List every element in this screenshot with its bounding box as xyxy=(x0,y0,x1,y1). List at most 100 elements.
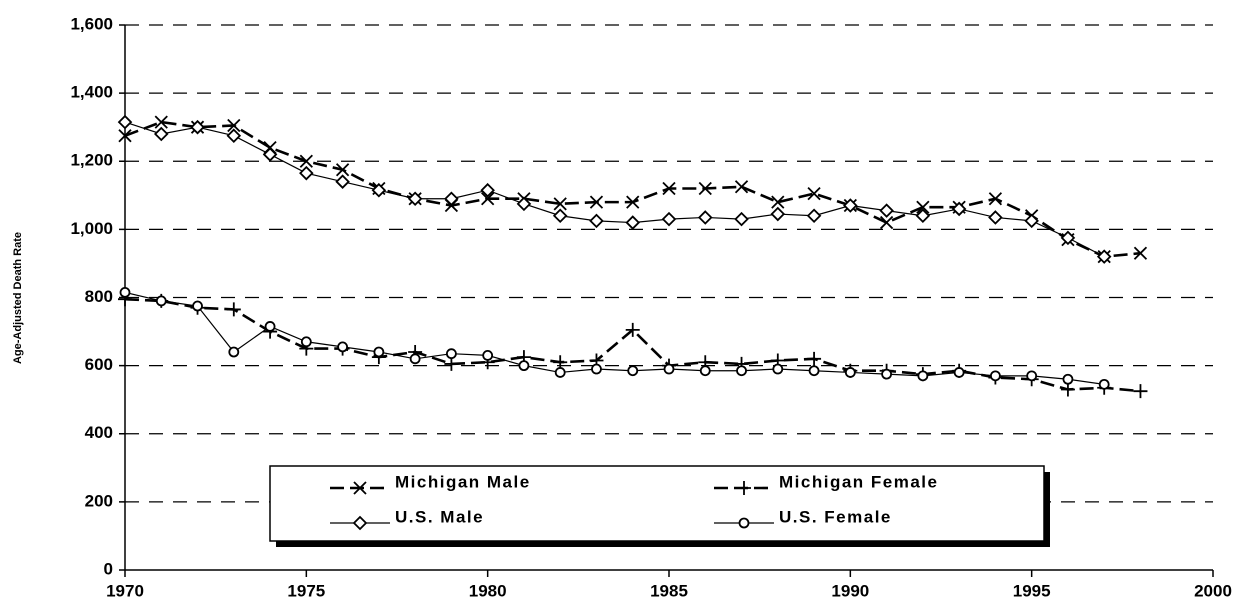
marker xyxy=(1098,378,1110,390)
marker xyxy=(516,196,532,212)
marker xyxy=(625,215,641,230)
marker xyxy=(772,363,784,375)
marker xyxy=(625,322,640,337)
marker xyxy=(738,517,750,529)
marker xyxy=(117,114,133,130)
marker xyxy=(808,365,820,377)
marker xyxy=(335,163,350,177)
marker xyxy=(335,174,350,189)
marker xyxy=(807,351,822,366)
marker xyxy=(264,321,276,332)
y-tick-label: 0 xyxy=(104,559,113,578)
marker xyxy=(192,300,203,312)
marker xyxy=(480,182,495,198)
marker xyxy=(589,195,604,209)
marker xyxy=(951,201,967,217)
marker xyxy=(445,348,457,360)
marker xyxy=(409,353,421,365)
y-tick-label: 1,400 xyxy=(70,83,113,102)
marker xyxy=(444,191,459,206)
marker xyxy=(1096,249,1112,264)
marker xyxy=(807,186,821,201)
marker xyxy=(626,195,640,209)
marker xyxy=(627,365,639,377)
marker xyxy=(353,481,367,495)
marker xyxy=(299,154,313,168)
series-line xyxy=(124,291,1105,385)
y-axis-label: Age-Adjusted Death Rate xyxy=(12,232,24,364)
marker xyxy=(337,341,349,353)
marker xyxy=(300,336,312,348)
y-tick-label: 1,000 xyxy=(70,219,113,238)
marker xyxy=(988,192,1003,206)
y-tick-label: 600 xyxy=(85,355,113,374)
marker xyxy=(1062,373,1074,385)
marker xyxy=(697,210,713,225)
marker xyxy=(552,208,568,224)
x-tick-label: 1985 xyxy=(650,581,688,600)
marker xyxy=(734,211,749,227)
series-line xyxy=(124,121,1105,258)
marker xyxy=(988,210,1003,225)
marker xyxy=(917,370,929,382)
marker xyxy=(662,181,676,196)
marker xyxy=(352,515,368,531)
marker xyxy=(953,367,965,378)
marker xyxy=(190,119,205,135)
marker xyxy=(299,165,314,181)
marker xyxy=(481,192,495,206)
legend-box xyxy=(269,465,1045,542)
marker xyxy=(661,211,677,227)
marker xyxy=(153,126,169,142)
y-tick-label: 1,200 xyxy=(70,151,113,170)
marker xyxy=(407,191,423,206)
marker xyxy=(698,181,712,196)
marker xyxy=(879,215,894,230)
marker xyxy=(589,213,604,229)
marker xyxy=(734,180,749,194)
marker xyxy=(226,128,242,143)
series-line xyxy=(124,120,1141,258)
x-tick-label: 1975 xyxy=(287,581,325,600)
legend-label: U.S. Female xyxy=(779,507,892,526)
legend: Michigan Male Michigan Female U.S. Male U.S… xyxy=(269,465,1050,547)
marker xyxy=(553,197,567,211)
x-tick-label: 1980 xyxy=(469,581,507,600)
marker xyxy=(881,368,892,380)
x-tick-label: 1970 xyxy=(106,581,144,600)
marker xyxy=(844,367,856,378)
marker xyxy=(663,363,675,375)
marker xyxy=(915,208,931,224)
marker xyxy=(518,360,530,372)
marker xyxy=(1133,246,1148,260)
marker xyxy=(916,200,930,214)
marker xyxy=(591,363,602,375)
marker xyxy=(806,208,822,224)
marker xyxy=(371,182,387,198)
marker xyxy=(1024,213,1039,229)
marker xyxy=(699,365,711,377)
marker xyxy=(482,350,494,361)
marker xyxy=(737,481,751,495)
marker xyxy=(990,370,1001,382)
y-tick-label: 800 xyxy=(85,287,113,306)
marker xyxy=(1060,230,1076,246)
marker xyxy=(118,129,132,143)
legend-label: Michigan Female xyxy=(779,472,938,491)
marker xyxy=(843,198,858,213)
marker xyxy=(736,365,747,377)
marker xyxy=(1133,384,1148,399)
marker xyxy=(1026,370,1038,382)
marker xyxy=(771,195,785,209)
marker xyxy=(553,355,568,370)
marker xyxy=(227,118,241,133)
marker xyxy=(155,295,167,307)
y-tick-label: 1,600 xyxy=(70,14,113,33)
y-tick-label: 400 xyxy=(85,423,113,442)
x-tick-label: 1995 xyxy=(1013,581,1051,600)
marker xyxy=(154,115,168,129)
marker xyxy=(770,206,786,222)
y-tick-label: 200 xyxy=(85,491,113,510)
x-tick-label: 1990 xyxy=(831,581,869,600)
